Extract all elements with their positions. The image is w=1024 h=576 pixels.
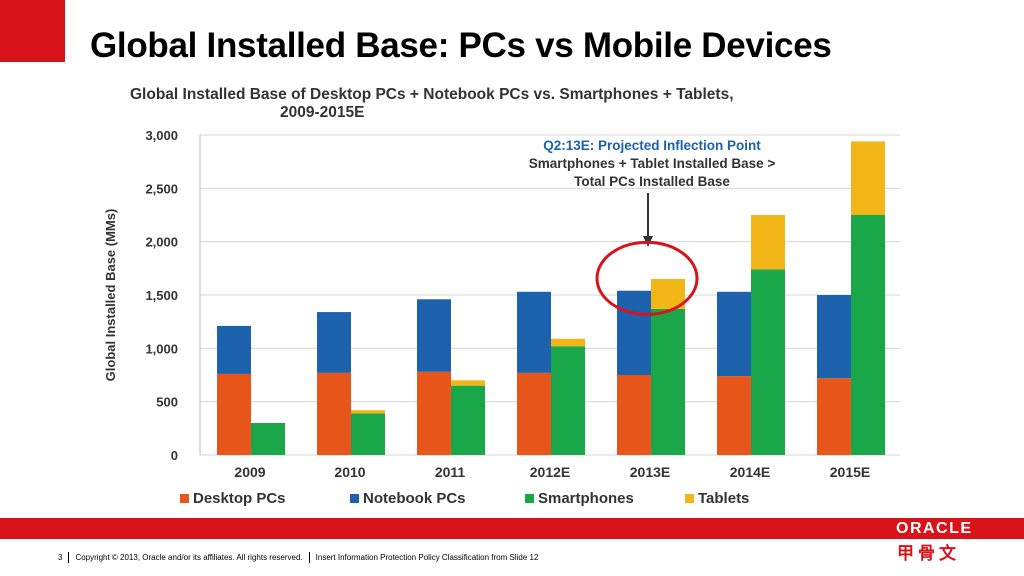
bar-tablets (351, 410, 385, 414)
chart-subtitle: 2009-2015E (280, 104, 364, 121)
x-tick-label: 2009 (234, 464, 265, 480)
y-tick-label: 1,000 (145, 341, 178, 356)
bar-smartphones (451, 385, 485, 455)
footer-bar (0, 518, 1024, 539)
y-tick-label: 2,000 (145, 235, 178, 250)
bar-tablets (551, 338, 585, 347)
legend-label: Smartphones (538, 490, 634, 507)
y-axis-label: Global Installed Base (MMs) (103, 209, 118, 382)
bar-desktop-pcs (517, 372, 551, 455)
x-tick-label: 2011 (435, 464, 466, 480)
bar-notebook-pcs (417, 299, 451, 372)
bar-desktop-pcs (717, 376, 751, 455)
page-number: 3 (58, 552, 63, 562)
annotation-text: Total PCs Installed Base (574, 174, 730, 189)
brand-accent-square (0, 0, 65, 62)
x-tick-label: 2014E (730, 464, 770, 480)
oracle-chinese-logo: 甲骨文 (897, 544, 960, 563)
legend-swatch (350, 494, 359, 503)
y-tick-label: 0 (171, 448, 178, 463)
classification-text: Insert Information Protection Policy Cla… (315, 552, 539, 562)
bar-notebook-pcs (217, 325, 251, 374)
x-tick-label: 2012E (530, 464, 570, 480)
footer-text: 3 Copyright © 2013, Oracle and/or its aff… (0, 552, 720, 563)
x-tick-label: 2010 (334, 464, 365, 480)
bar-notebook-pcs (317, 312, 351, 373)
y-tick-label: 3,000 (145, 128, 178, 143)
y-tick-label: 2,500 (145, 181, 178, 196)
legend-label: Notebook PCs (363, 490, 466, 507)
bar-smartphones (251, 423, 285, 455)
bar-smartphones (351, 413, 385, 455)
bar-notebook-pcs (617, 290, 651, 375)
bar-tablets (751, 215, 785, 270)
bar-desktop-pcs (317, 372, 351, 455)
x-tick-label: 2013E (630, 464, 670, 480)
bar-smartphones (651, 308, 685, 455)
installed-base-chart: Global Installed Base of Desktop PCs + N… (103, 86, 900, 507)
bar-desktop-pcs (817, 378, 851, 455)
bar-smartphones (551, 346, 585, 455)
legend-label: Desktop PCs (193, 490, 286, 507)
x-tick-label: 2015E (830, 464, 870, 480)
legend-swatch (685, 494, 694, 503)
bar-smartphones (851, 215, 885, 455)
annotation-text: Smartphones + Tablet Installed Base > (529, 156, 776, 171)
legend-swatch (525, 494, 534, 503)
bar-notebook-pcs (817, 295, 851, 379)
chart-title: Global Installed Base of Desktop PCs + N… (130, 86, 734, 103)
bar-notebook-pcs (517, 291, 551, 373)
legend-label: Tablets (698, 490, 749, 507)
inflection-circle (595, 240, 699, 316)
legend-swatch (180, 494, 189, 503)
bar-smartphones (751, 269, 785, 455)
annotation-title: Q2:13E: Projected Inflection Point (543, 138, 761, 153)
slide-title: Global Installed Base: PCs vs Mobile Dev… (90, 26, 832, 65)
y-tick-label: 500 (156, 395, 178, 410)
y-tick-label: 1,500 (145, 288, 178, 303)
bar-tablets (451, 380, 485, 386)
copyright-text: Copyright © 2013, Oracle and/or its affi… (75, 552, 303, 562)
oracle-logo: ORACLE (896, 520, 973, 537)
bar-notebook-pcs (717, 291, 751, 377)
bar-tablets (851, 141, 885, 215)
bar-desktop-pcs (417, 371, 451, 455)
bar-desktop-pcs (217, 373, 251, 455)
bar-tablets (651, 279, 685, 309)
bar-desktop-pcs (617, 375, 651, 455)
